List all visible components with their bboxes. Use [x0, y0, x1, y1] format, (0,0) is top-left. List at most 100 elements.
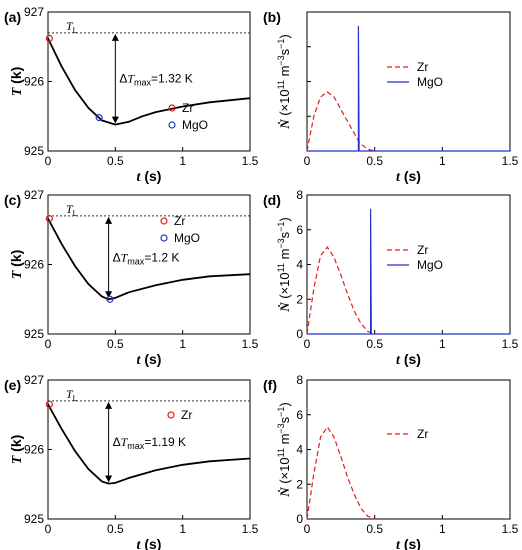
y-axis-label: Ṅ (×1011 m−3s−1)	[276, 34, 292, 130]
x-tick-label: 1.5	[502, 154, 519, 168]
legend-marker	[168, 121, 176, 129]
legend-label: Zr	[417, 243, 428, 257]
delta-arrow-head-bottom	[111, 116, 119, 124]
marker-zr	[45, 215, 53, 223]
x-tick-label: 1.5	[502, 337, 519, 351]
x-tick-label: 1.5	[242, 522, 259, 536]
marker-mgo	[106, 295, 114, 303]
panel-label: (b)	[263, 9, 281, 25]
panel-label: (c)	[4, 192, 21, 208]
y-axis-label: T (k)	[8, 67, 25, 97]
marker-mgo	[95, 114, 103, 122]
series-line-zr	[306, 246, 375, 335]
panel-label: (d)	[263, 192, 281, 208]
x-tick-label: 1	[179, 154, 186, 168]
y-tick-label: 2	[296, 292, 303, 306]
series-line-temperature	[47, 218, 251, 301]
y-tick-label: 4	[296, 258, 303, 272]
x-tick-label: 0	[304, 337, 311, 351]
y-tick-label: 0	[296, 327, 303, 341]
y-tick-label: 0	[296, 512, 303, 526]
series-line-zr	[306, 425, 375, 520]
y-tick-label: 927	[24, 373, 44, 387]
y-tick-label: 927	[24, 5, 44, 19]
series-line-mgo	[307, 25, 510, 152]
legend-marker	[167, 411, 175, 419]
legend-label: MgO	[174, 231, 200, 245]
series-line-temperature	[47, 38, 251, 126]
x-tick-label: 0.5	[107, 337, 124, 351]
y-tick-label: 6	[296, 223, 303, 237]
y-axis-label: T (k)	[8, 435, 25, 465]
x-tick-label: 0	[45, 522, 52, 536]
legend-label: Zr	[174, 214, 185, 228]
x-axis-label: t (s)	[137, 536, 162, 550]
y-tick-label: 6	[296, 408, 303, 422]
x-tick-label: 1	[179, 337, 186, 351]
y-tick-label: 925	[24, 144, 44, 158]
panel-e: 0 0.5 1 1.5 925 926 927 t (s) (e) T (k) TL ΔTmax=1.…	[4, 373, 259, 550]
series-line-mgo	[307, 208, 510, 335]
x-axis-label: t (s)	[396, 168, 421, 185]
x-axis-label: t (s)	[396, 536, 421, 550]
x-axis-label: t (s)	[137, 168, 162, 185]
marker-zr	[45, 34, 53, 43]
legend-label: MgO	[182, 118, 208, 132]
y-axis-label: T (k)	[8, 250, 25, 280]
delta-arrow-head-top	[105, 401, 113, 409]
y-tick-label: 8	[296, 373, 303, 387]
x-tick-label: 1	[439, 337, 446, 351]
y-tick-label: 926	[24, 75, 44, 89]
y-axis-label: Ṅ (×1011 m−3s−1)	[276, 402, 292, 498]
series-line-temperature	[47, 403, 251, 485]
x-tick-label: 0.5	[366, 154, 383, 168]
panel-f: 0 0.5 1 1.5 0 2 4 6 8 t (s) (f) Ṅ (×1011 m−3s−1) Zr	[263, 373, 519, 550]
x-tick-label: 0	[45, 154, 52, 168]
x-tick-label: 0.5	[366, 522, 383, 536]
x-tick-label: 1	[439, 154, 446, 168]
x-tick-label: 0	[304, 522, 311, 536]
x-axis-label: t (s)	[396, 351, 421, 368]
x-tick-label: 1.5	[242, 154, 259, 168]
y-tick-label: 926	[24, 258, 44, 272]
delta-arrow-head-bottom	[105, 291, 113, 299]
y-tick-label: 927	[24, 188, 44, 202]
x-tick-label: 0.5	[366, 337, 383, 351]
legend-label: MgO	[417, 75, 443, 89]
y-tick-label: 4	[296, 443, 303, 457]
x-tick-label: 1	[439, 522, 446, 536]
x-tick-label: 0.5	[107, 522, 124, 536]
plot-frame	[306, 379, 511, 520]
y-tick-label: 925	[24, 327, 44, 341]
x-tick-label: 1.5	[242, 337, 259, 351]
legend-label: Zr	[182, 101, 193, 115]
panel-label: (a)	[4, 9, 21, 25]
y-tick-label: 926	[24, 443, 44, 457]
marker-zr	[45, 400, 53, 408]
delta-t-annotation: ΔTmax=1.32 K	[119, 72, 192, 88]
legend-label: Zr	[417, 60, 428, 74]
legend-marker	[168, 104, 176, 112]
panel-label: (f)	[263, 377, 277, 393]
x-tick-label: 1.5	[502, 522, 519, 536]
liquidus-label: TL	[66, 19, 78, 35]
legend-marker	[160, 234, 168, 242]
legend-label: Zr	[417, 427, 428, 441]
delta-arrow-head-bottom	[105, 475, 113, 483]
legend-label: MgO	[417, 258, 443, 272]
liquidus-label: TL	[66, 202, 78, 218]
panel-label: (e)	[4, 377, 21, 393]
panel-d: 0 0.5 1 1.5 0 2 4 6 8 t (s) (d) Ṅ (×1011 m−3s−1) ZrM…	[263, 188, 519, 368]
delta-arrow-head-top	[111, 33, 119, 41]
panel-c: 0 0.5 1 1.5 925 926 927 t (s) (c) T (k) TL ΔTmax=1.…	[4, 188, 259, 368]
y-tick-label: 8	[296, 188, 303, 202]
x-tick-label: 0	[45, 337, 52, 351]
delta-t-annotation: ΔTmax=1.19 K	[113, 435, 186, 451]
x-tick-label: 1	[179, 522, 186, 536]
delta-t-annotation: ΔTmax=1.2 K	[113, 251, 180, 267]
x-tick-label: 0	[304, 154, 311, 168]
panel-a: 0 0.5 1 1.5 925 926 927 t (s) (a) T (k) TL ΔTmax=1.…	[4, 5, 259, 185]
series-line-zr	[306, 91, 375, 152]
